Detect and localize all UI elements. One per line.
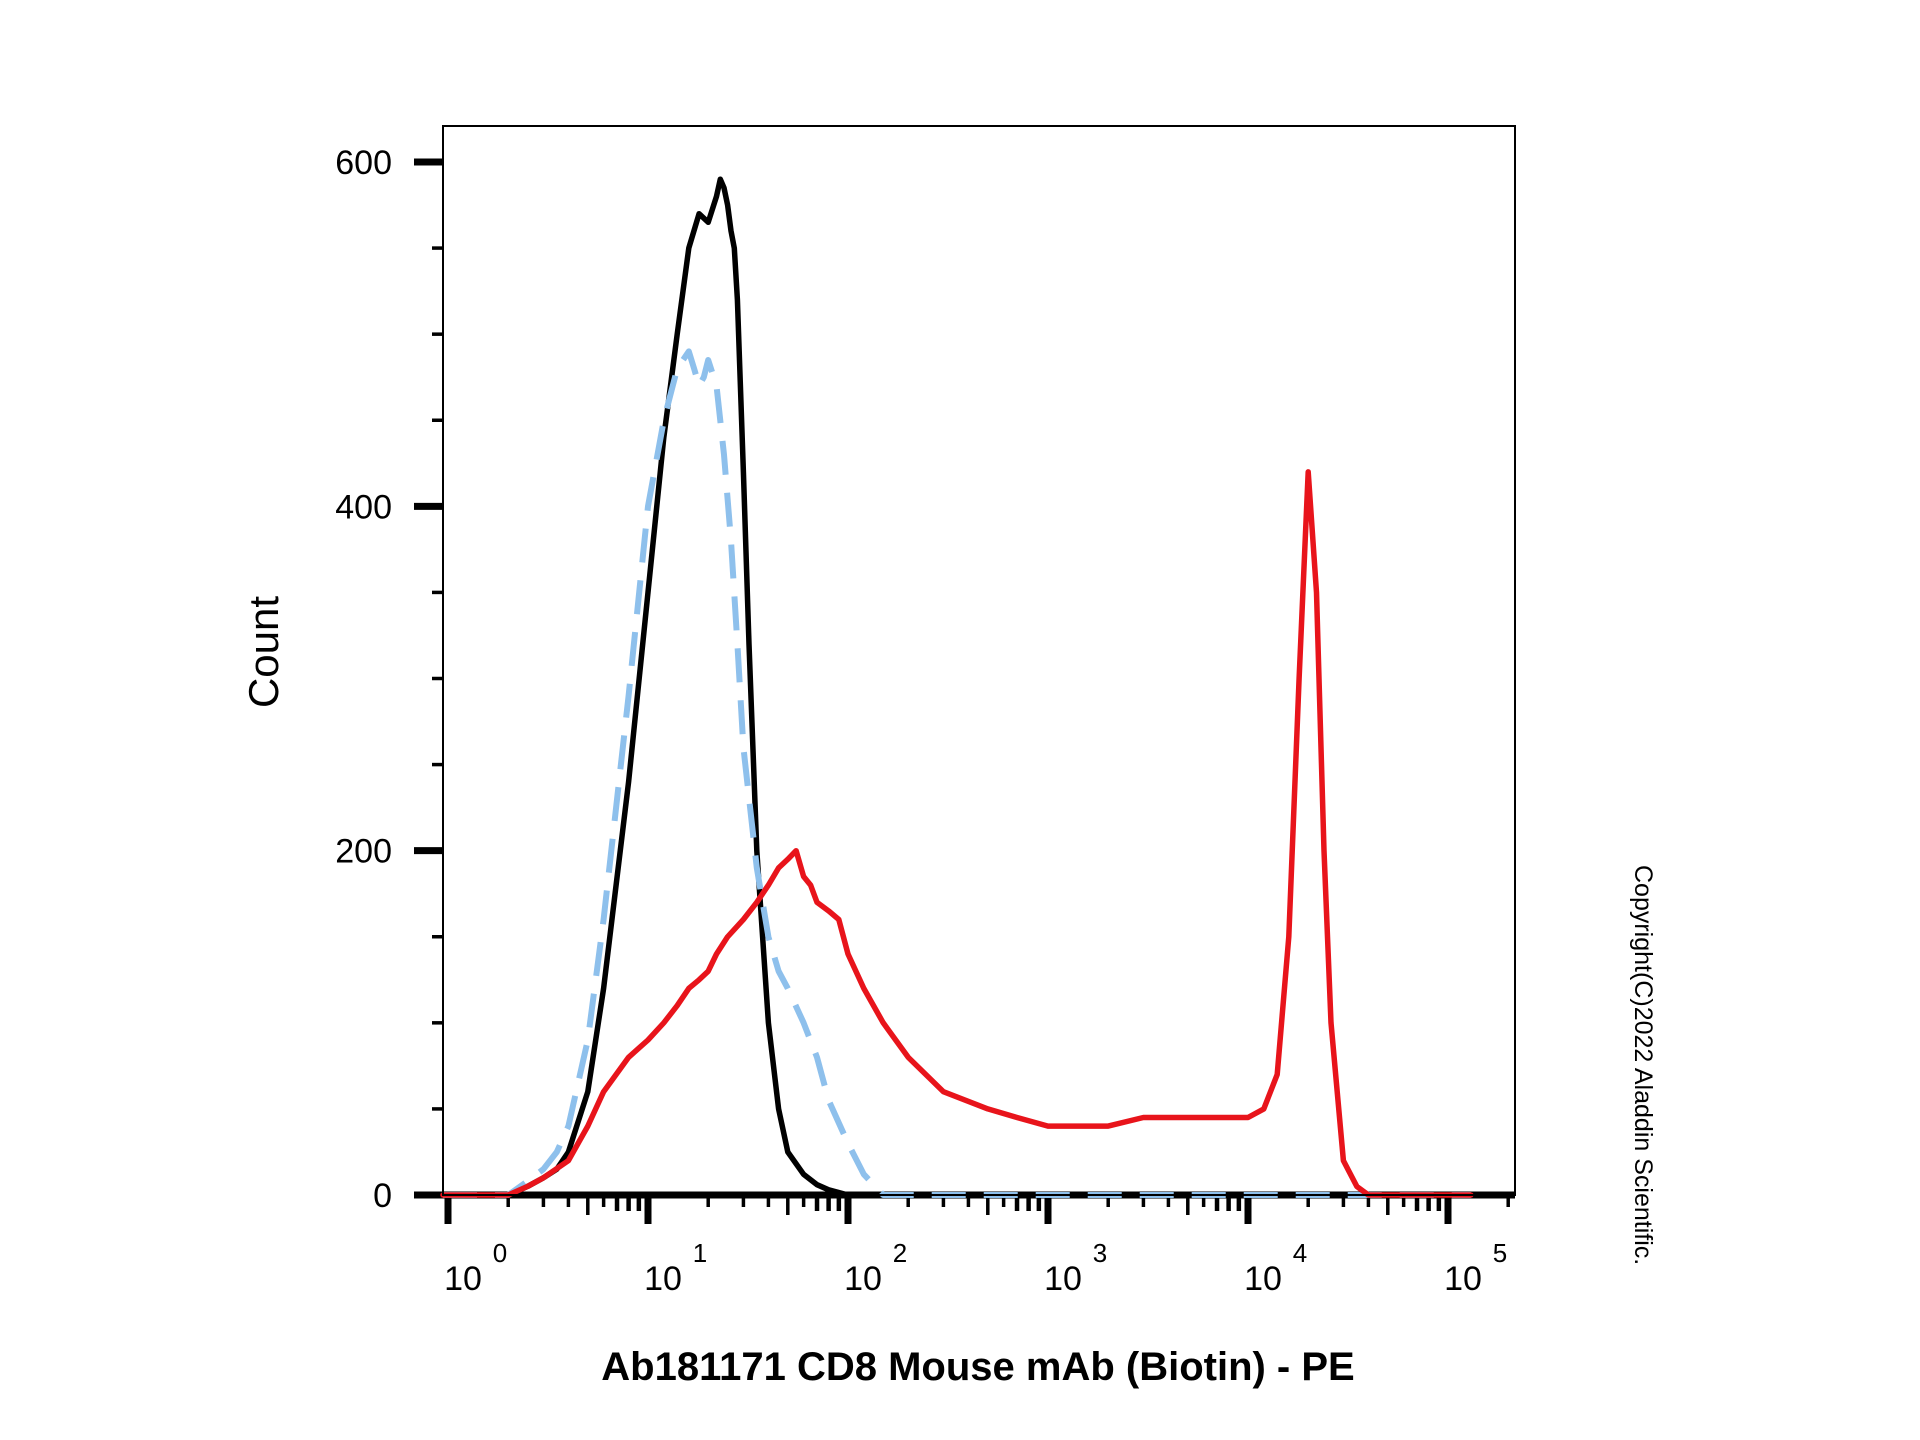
series-line-3 xyxy=(440,469,1474,1198)
x-tick-label: 10 xyxy=(644,1260,682,1298)
x-axis-label: Ab181171 CD8 Mouse mAb (Biotin) - PE xyxy=(601,1345,1354,1389)
y-tick-labels: 0 200 400 600 xyxy=(335,144,392,1215)
y-tick-label: 200 xyxy=(335,833,392,871)
y-axis-label: Count xyxy=(240,596,287,708)
x-tick-label: 10 xyxy=(1244,1260,1282,1298)
y-tick-label: 0 xyxy=(373,1177,392,1215)
x-tick-label: 10 xyxy=(1044,1260,1082,1298)
copyright-watermark: Copyright(C)2022 Aladdin Scientific. xyxy=(1629,865,1657,1265)
series-line-2 xyxy=(443,348,1471,1198)
x-tick-label: 10 xyxy=(1444,1260,1482,1298)
x-tick-exponent: 5 xyxy=(1493,1238,1507,1268)
x-tick-exponent: 4 xyxy=(1293,1238,1307,1268)
x-tick-label: 10 xyxy=(844,1260,882,1298)
y-tick-label: 600 xyxy=(335,144,392,182)
x-tick-label: 10 xyxy=(444,1260,482,1298)
x-tick-exponent: 3 xyxy=(1093,1238,1107,1268)
x-tick-exponent: 2 xyxy=(893,1238,907,1268)
plot-frame xyxy=(442,125,1516,1196)
series-group xyxy=(440,176,1474,1198)
x-tick-exponent: 0 xyxy=(493,1238,507,1268)
series-line-1 xyxy=(440,176,1474,1198)
x-tick-exponent: 1 xyxy=(693,1238,707,1268)
y-tick-label: 400 xyxy=(335,488,392,526)
x-tick-labels: 10 0 10 1 10 2 10 3 10 4 10 5 xyxy=(444,1238,1507,1298)
